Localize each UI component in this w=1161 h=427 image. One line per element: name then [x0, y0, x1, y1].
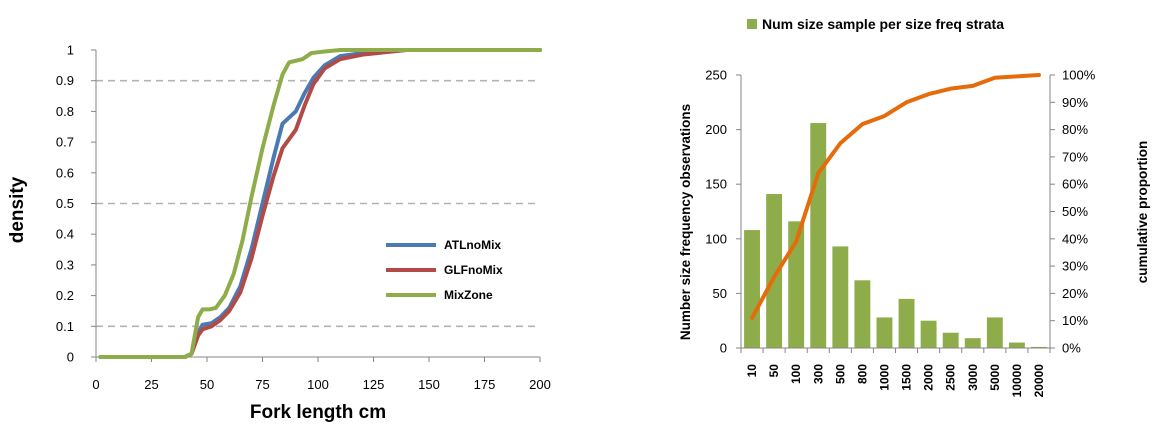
x-tick-label: 800	[855, 364, 869, 384]
legend-label-bars: Num size sample per size freq strata	[762, 16, 1004, 32]
x-tick-label: 10000	[1010, 364, 1024, 398]
y2-axis-title: cumulative proportion	[1135, 141, 1150, 284]
bars	[744, 123, 1047, 348]
x-tick-label: 50	[200, 377, 214, 392]
bar	[964, 338, 981, 348]
y-tick-label: 50	[713, 286, 727, 301]
y-tick-label: 0.3	[56, 257, 74, 272]
x-tick-label: 175	[474, 377, 496, 392]
y-axis-title: density	[7, 176, 28, 243]
y2-tick-label: 60%	[1062, 177, 1088, 192]
legend-swatch-bars	[747, 19, 757, 29]
legend-label-mixzone: MixZone	[444, 288, 493, 302]
bar	[986, 317, 1003, 348]
bar	[766, 194, 783, 348]
series-line-mixzone	[98, 48, 542, 359]
x-tick-label: 2000	[922, 364, 936, 391]
bar	[942, 332, 959, 348]
chart-cumulative-density: 0 0.1 0.2 0.3 0.4 0.5 0.6 0.7 0.8 0.9 1 0 25 50 75 100…	[7, 43, 551, 424]
x-tick-label: 100	[307, 377, 329, 392]
x-tick-label: 3000	[966, 364, 980, 391]
x-tick-label: 20000	[1032, 364, 1046, 398]
x-tick-label: 500	[833, 364, 847, 384]
x-tick-label: 1500	[900, 364, 914, 391]
chart-size-sample-histogram: Num size sample per size freq strata 0 50…	[678, 16, 1150, 397]
right-y-tick-labels: 0% 10% 20% 30% 40% 50% 60% 70% 80% 90% 100%	[1050, 68, 1096, 356]
x-tick-label: 200	[529, 377, 551, 392]
bar	[1031, 346, 1047, 348]
y2-tick-label: 70%	[1062, 149, 1088, 164]
bar	[898, 298, 915, 348]
legend: Num size sample per size freq strata	[747, 16, 1004, 32]
bar	[920, 320, 937, 348]
cumulative-line	[750, 73, 1041, 320]
y2-tick-label: 100%	[1062, 68, 1096, 83]
legend-label-glfnomix: GLFnoMix	[444, 263, 503, 277]
cumulative-proportion-line	[750, 73, 1041, 320]
y2-tick-label: 20%	[1062, 286, 1088, 301]
y-tick-label: 0	[720, 341, 727, 356]
x-tick-label: 25	[144, 377, 158, 392]
y2-tick-label: 80%	[1062, 122, 1088, 137]
y2-tick-label: 40%	[1062, 231, 1088, 246]
x-tick-label: 50	[767, 364, 781, 378]
x-tick-label: 5000	[988, 364, 1002, 391]
x-tick-label: 1000	[877, 364, 891, 391]
y-tick-label: 0.8	[56, 104, 74, 119]
bar	[832, 246, 849, 348]
series-line-glfnomix	[98, 48, 542, 359]
x-tick-label: 125	[363, 377, 385, 392]
series-lines	[98, 48, 542, 359]
y-tick-label: 0.1	[56, 319, 74, 334]
x-tick-label: 300	[811, 364, 825, 384]
legend: ATLnoMix GLFnoMix MixZone	[386, 238, 503, 302]
y2-tick-label: 30%	[1062, 259, 1088, 274]
y-tick-labels: 0 0.1 0.2 0.3 0.4 0.5 0.6 0.7 0.8 0.9 1	[56, 43, 96, 365]
y-tick-label: 200	[705, 122, 727, 137]
y-tick-label: 0	[67, 350, 74, 365]
bar	[788, 221, 805, 348]
x-tick-label: 150	[418, 377, 440, 392]
left-y-tick-labels: 0 50 100 150 200 250	[705, 68, 741, 356]
y-tick-label: 0.9	[56, 73, 74, 88]
x-tick-labels: 0 25 50 75 100 125 150 175 200	[92, 357, 551, 392]
y-tick-label: 150	[705, 177, 727, 192]
bar	[1008, 342, 1025, 348]
y2-tick-label: 0%	[1062, 341, 1081, 356]
y2-tick-label: 90%	[1062, 95, 1088, 110]
y-tick-label: 0.4	[56, 227, 74, 242]
x-tick-label: 100	[789, 364, 803, 384]
y-tick-label: 100	[705, 231, 727, 246]
x-axis-title: Fork length cm	[250, 402, 386, 423]
x-tick-label: 0	[92, 377, 99, 392]
bar	[854, 280, 871, 348]
y-tick-label: 250	[705, 68, 727, 83]
bar	[876, 317, 893, 348]
y2-tick-label: 10%	[1062, 313, 1088, 328]
y-tick-label: 1	[67, 43, 74, 58]
x-tick-label: 10	[745, 364, 759, 378]
y-axis-title: Number size frequency observations	[678, 104, 693, 340]
x-tick-label: 2500	[944, 364, 958, 391]
x-tick-labels: 10 50 100 300 500 800 1000 1500 2000 2500 3000 5000…	[740, 348, 1051, 398]
bar	[744, 230, 760, 348]
x-tick-label: 75	[255, 377, 269, 392]
y2-tick-label: 50%	[1062, 204, 1088, 219]
y-tick-label: 0.7	[56, 135, 74, 150]
axes	[740, 75, 1051, 349]
bar	[810, 123, 827, 348]
series-line-atlnomix	[98, 48, 542, 359]
y-tick-label: 0.6	[56, 165, 74, 180]
y-tick-label: 0.5	[56, 196, 74, 211]
legend-label-atlnomix: ATLnoMix	[444, 238, 501, 252]
y-tick-label: 0.2	[56, 288, 74, 303]
